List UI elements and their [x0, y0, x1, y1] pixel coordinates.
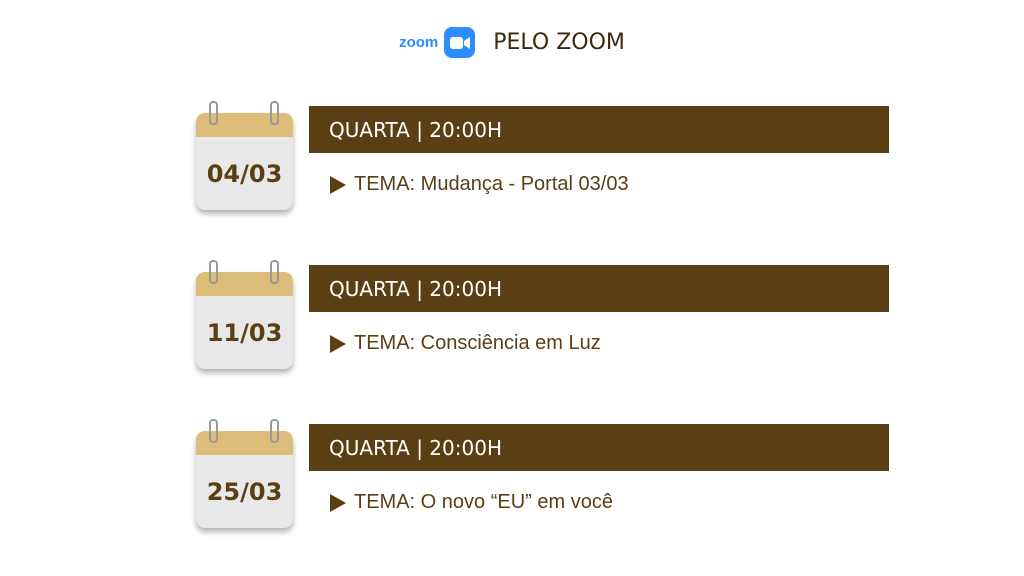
event-theme: TEMA: Consciência em Luz: [354, 332, 601, 354]
calendar-icon: 04/03: [196, 101, 293, 210]
play-triangle-icon: [330, 493, 346, 512]
header: zoom PELO ZOOM: [0, 27, 1024, 58]
event-date: 04/03: [206, 159, 283, 188]
event-row: 25/03 QUARTA | 20:00H TEMA: O novo “EU” …: [0, 419, 1024, 534]
event-theme: TEMA: O novo “EU” em você: [354, 491, 613, 513]
event-schedule: QUARTA | 20:00H: [309, 265, 889, 312]
play-triangle-icon: [330, 334, 346, 353]
event-schedule: QUARTA | 20:00H: [309, 106, 889, 153]
video-camera-icon: [444, 27, 476, 58]
event-date: 11/03: [206, 318, 283, 347]
zoom-logo-text: zoom: [399, 34, 439, 51]
calendar-icon: 11/03: [196, 260, 293, 369]
calendar-icon: 25/03: [196, 419, 293, 528]
event-row: 04/03 QUARTA | 20:00H TEMA: Mudança - Po…: [0, 101, 1024, 216]
event-schedule: QUARTA | 20:00H: [309, 424, 889, 471]
play-triangle-icon: [330, 175, 346, 194]
page-title: PELO ZOOM: [493, 30, 625, 55]
event-row: 11/03 QUARTA | 20:00H TEMA: Consciência …: [0, 260, 1024, 375]
event-date: 25/03: [206, 477, 283, 506]
event-theme: TEMA: Mudança - Portal 03/03: [354, 173, 629, 195]
